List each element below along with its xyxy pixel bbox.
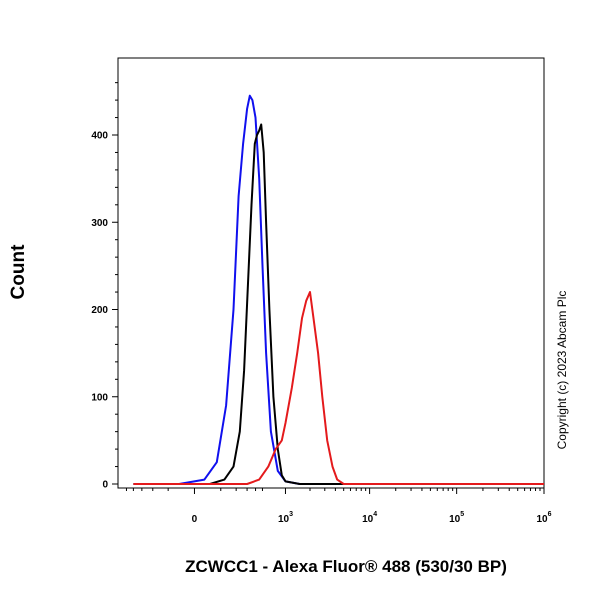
plot-area: 0 100 200 300 400 0 103 104 105 106 [91, 57, 552, 525]
series-layer [133, 94, 544, 485]
y-tick-label: 400 [91, 131, 108, 142]
x-tick-label: 103 [278, 511, 293, 525]
y-tick-label: 100 [91, 392, 108, 403]
x-axis-label: ZCWCC1 - Alexa Fluor® 488 (530/30 BP) [185, 557, 507, 576]
plot-frame [117, 57, 545, 489]
y-axis: 0 100 200 300 400 [91, 82, 118, 491]
y-tick-label: 0 [102, 480, 108, 491]
y-tick-label: 200 [91, 305, 108, 316]
copyright-notice: Copyright (c) 2023 Abcam Plc [555, 291, 569, 450]
x-tick-label: 106 [536, 511, 551, 525]
x-tick-label: 0 [192, 514, 198, 525]
histogram-series-1 [133, 94, 544, 485]
y-axis-label: Count [8, 244, 29, 300]
x-tick-label: 105 [449, 511, 464, 525]
x-axis: 0 103 104 105 106 [125, 488, 552, 525]
x-tick-label: 104 [362, 511, 377, 525]
y-tick-label: 300 [91, 218, 108, 229]
histogram-series-2 [133, 123, 544, 485]
histogram-series-3 [133, 291, 544, 485]
